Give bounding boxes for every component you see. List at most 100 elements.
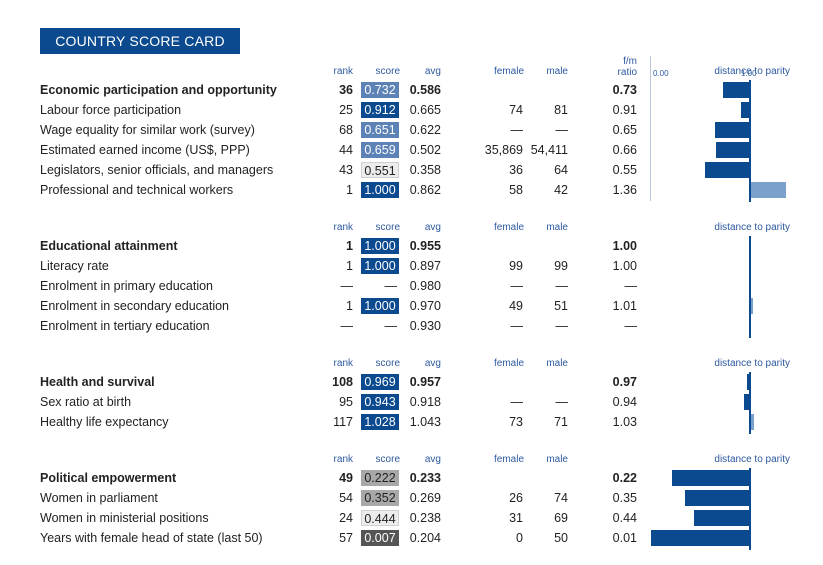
score-badge: 0.007 bbox=[361, 530, 399, 546]
score-badge: 0.943 bbox=[361, 394, 399, 410]
parity-bar bbox=[747, 374, 750, 390]
col-header-score: score bbox=[375, 66, 400, 77]
ratio-value: 1.36 bbox=[612, 183, 637, 197]
ratio-value: 0.22 bbox=[612, 471, 637, 485]
score-badge: 0.352 bbox=[361, 490, 399, 506]
female-value: 31 bbox=[509, 511, 523, 525]
col-header-female: female bbox=[493, 454, 524, 465]
parity-bar bbox=[751, 414, 754, 430]
avg-value: 1.043 bbox=[409, 415, 441, 429]
col-header-distance: distance to parity bbox=[714, 66, 790, 77]
avg-value: 0.358 bbox=[409, 163, 441, 177]
rank-value: 24 bbox=[339, 511, 353, 525]
female-value: — bbox=[510, 319, 524, 333]
col-header-male: male bbox=[546, 454, 568, 465]
female-value: 74 bbox=[509, 103, 523, 117]
col-header-female: female bbox=[493, 358, 524, 369]
avg-value: 0.502 bbox=[409, 143, 441, 157]
avg-value: 0.970 bbox=[409, 299, 441, 313]
avg-value: 0.918 bbox=[409, 395, 441, 409]
male-value: 54,411 bbox=[530, 143, 568, 157]
female-value: 35,869 bbox=[484, 143, 523, 157]
parity-bar bbox=[744, 394, 750, 410]
avg-value: 0.930 bbox=[409, 319, 441, 333]
score-badge: 1.000 bbox=[361, 182, 399, 198]
rank-value: 1 bbox=[346, 259, 353, 273]
col-header-male: male bbox=[546, 222, 568, 233]
indicator-label: Enrolment in tertiary education bbox=[40, 319, 210, 333]
avg-value: 0.233 bbox=[409, 471, 441, 485]
ratio-value: 0.94 bbox=[612, 395, 637, 409]
rank-value: 108 bbox=[332, 375, 353, 389]
parity-bar bbox=[723, 82, 750, 98]
rank-value: 44 bbox=[339, 143, 353, 157]
rank-value: 1 bbox=[346, 183, 353, 197]
axis-max-label: 1.00 bbox=[741, 69, 757, 78]
parity-bar bbox=[672, 470, 750, 486]
indicator-label: Sex ratio at birth bbox=[40, 395, 132, 409]
male-value: 99 bbox=[554, 259, 568, 273]
parity-bar bbox=[716, 142, 750, 158]
indicator-label: Wage equality for similar work (survey) bbox=[40, 123, 255, 137]
col-header-avg: avg bbox=[424, 222, 441, 233]
female-value: 58 bbox=[509, 183, 523, 197]
col-header-distance: distance to parity bbox=[714, 222, 790, 233]
col-header-avg: avg bbox=[424, 66, 441, 77]
ratio-value: 1.00 bbox=[612, 239, 637, 253]
male-value: 64 bbox=[554, 163, 568, 177]
col-header-rank: rank bbox=[333, 454, 353, 465]
female-value: 26 bbox=[509, 491, 523, 505]
male-value: 69 bbox=[554, 511, 568, 525]
rank-value: 36 bbox=[339, 83, 353, 97]
ratio-value: 0.65 bbox=[612, 123, 637, 137]
indicator-label: Labour force participation bbox=[40, 103, 182, 117]
score-badge: 0.969 bbox=[361, 374, 399, 390]
parity-bar bbox=[705, 162, 750, 178]
avg-value: 0.204 bbox=[409, 531, 441, 545]
rank-value: 1 bbox=[346, 239, 353, 253]
col-header-score: score bbox=[375, 222, 400, 233]
col-header-avg: avg bbox=[424, 358, 441, 369]
score-badge: 0.444 bbox=[361, 510, 399, 526]
col-header-rank: rank bbox=[333, 66, 353, 77]
indicator-label: Years with female head of state (last 50… bbox=[40, 531, 263, 545]
score-badge: 0.551 bbox=[361, 162, 399, 178]
col-header-fm: f/m bbox=[623, 56, 637, 67]
score-badge: 1.000 bbox=[361, 298, 399, 314]
score-badge: — bbox=[384, 279, 398, 293]
rank-value: 95 bbox=[339, 395, 353, 409]
ratio-value: 1.00 bbox=[612, 259, 637, 273]
indicator-label: Enrolment in secondary education bbox=[40, 299, 230, 313]
female-value: — bbox=[510, 279, 524, 293]
female-value: 0 bbox=[516, 531, 523, 545]
ratio-value: 1.03 bbox=[612, 415, 637, 429]
ratio-value: 0.55 bbox=[612, 163, 637, 177]
section-title: Economic participation and opportunity bbox=[40, 83, 277, 97]
female-value: 73 bbox=[509, 415, 523, 429]
avg-value: 0.957 bbox=[409, 375, 441, 389]
male-value: 74 bbox=[554, 491, 568, 505]
score-badge: 0.651 bbox=[361, 122, 399, 138]
male-value: — bbox=[555, 395, 569, 409]
col-header-avg: avg bbox=[424, 454, 441, 465]
ratio-value: 0.35 bbox=[612, 491, 637, 505]
indicator-label: Literacy rate bbox=[40, 259, 109, 273]
section-title: Political empowerment bbox=[40, 471, 177, 485]
rank-value: 68 bbox=[339, 123, 353, 137]
rank-value: 117 bbox=[333, 415, 353, 429]
rank-value: 25 bbox=[339, 103, 353, 117]
avg-value: 0.586 bbox=[409, 83, 441, 97]
score-badge: 0.912 bbox=[361, 102, 399, 118]
ratio-value: — bbox=[624, 279, 638, 293]
indicator-label: Enrolment in primary education bbox=[40, 279, 213, 293]
chart-separator bbox=[650, 56, 651, 201]
avg-value: 0.862 bbox=[409, 183, 441, 197]
female-value: 36 bbox=[509, 163, 523, 177]
male-value: — bbox=[555, 319, 569, 333]
female-value: — bbox=[510, 395, 524, 409]
female-value: — bbox=[510, 123, 524, 137]
rank-value: 54 bbox=[339, 491, 353, 505]
col-header-ratio: ratio bbox=[617, 67, 637, 78]
col-header-distance: distance to parity bbox=[714, 358, 790, 369]
male-value: 50 bbox=[554, 531, 568, 545]
